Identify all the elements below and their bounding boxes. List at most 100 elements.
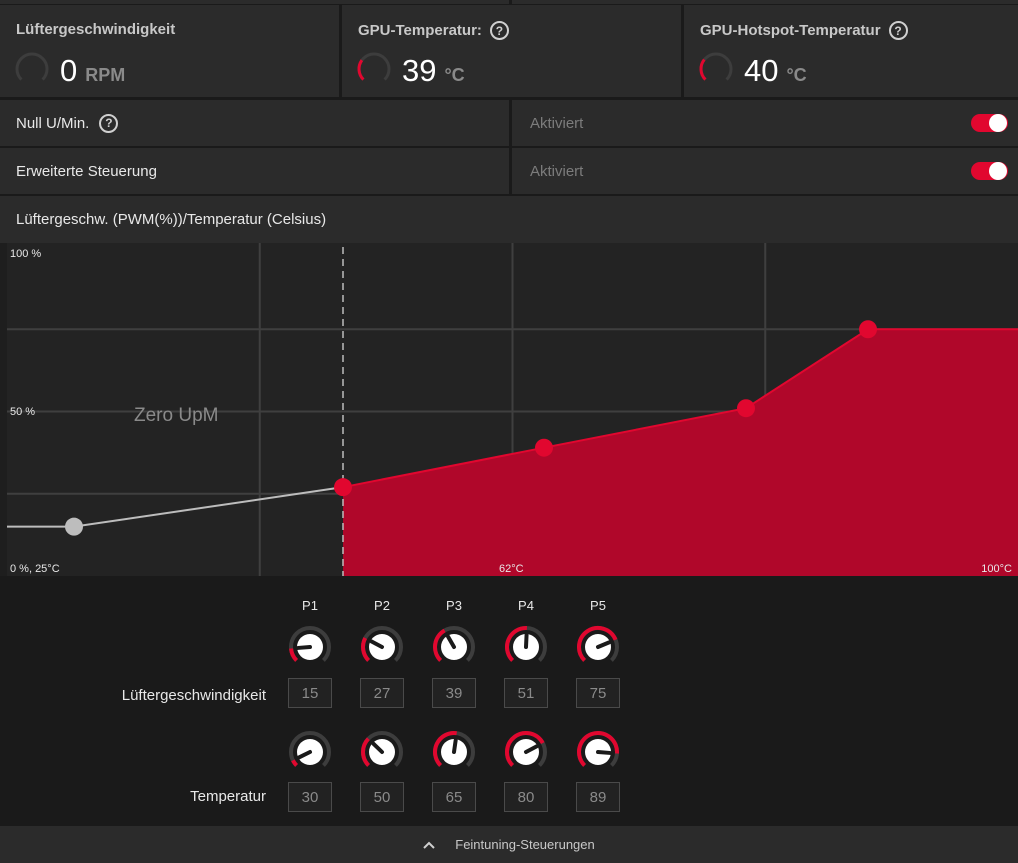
metric-gpu-temp: GPU-Temperatur:? 39 °C	[342, 5, 681, 97]
fan-speed-input-p1[interactable]: 15	[288, 678, 332, 708]
knob-fill	[433, 628, 446, 662]
point-header-p4: P4	[518, 598, 534, 613]
curve-point-2[interactable]	[535, 438, 553, 457]
gauge-icon	[15, 52, 49, 81]
footer-label: Feintuning-Steuerungen	[455, 837, 595, 852]
metric-value: 39 °C	[402, 53, 465, 88]
point-header-p2: P2	[374, 598, 390, 613]
top-strip-right	[512, 0, 1018, 4]
temperature-input-p4[interactable]: 80	[504, 782, 548, 812]
point-header-p3: P3	[446, 598, 462, 613]
fan-speed-knob-p3[interactable]	[432, 625, 476, 669]
top-strip	[0, 0, 1018, 5]
toggle-knob	[989, 114, 1007, 132]
toggle-knob	[989, 162, 1007, 180]
knob-fill	[433, 731, 457, 767]
metric-value: 0 RPM	[60, 53, 126, 88]
knob-pointer	[296, 645, 312, 650]
temperature-knob-p5[interactable]	[576, 730, 620, 774]
fine-tuning-toggle-bar[interactable]: Feintuning-Steuerungen	[0, 826, 1018, 863]
zero-rpm-toggle[interactable]	[971, 114, 1008, 132]
knob-pointer	[297, 750, 312, 760]
knob-pointer	[371, 741, 384, 754]
help-icon[interactable]: ?	[888, 21, 908, 40]
setting-label: Erweiterte Steuerung	[0, 148, 509, 194]
help-icon[interactable]: ?	[99, 113, 119, 133]
curve-points	[65, 320, 877, 536]
zero-rpm-label: Zero UpM	[134, 405, 218, 426]
knob-pointer	[596, 640, 612, 649]
knob-track	[289, 731, 331, 767]
setting-value: Aktiviert	[512, 100, 1018, 146]
y-label-top: 100 %	[10, 248, 41, 260]
fan-speed-knob-p4[interactable]	[504, 625, 548, 669]
knob-fill	[361, 637, 371, 662]
fan-speed-input-p2[interactable]: 27	[360, 678, 404, 708]
knob-pointer	[524, 744, 539, 754]
fan-speed-input-p3[interactable]: 39	[432, 678, 476, 708]
help-icon[interactable]: ?	[489, 21, 509, 40]
metrics-row: Lüftergeschwindigkeit 0 RPM GPU-Temperatu…	[0, 5, 1018, 97]
temperature-input-p2[interactable]: 50	[360, 782, 404, 812]
knob-pointer	[369, 639, 384, 649]
metric-label: Lüftergeschwindigkeit	[16, 21, 176, 38]
advanced-control-toggle[interactable]	[971, 162, 1008, 180]
temperature-input-p1[interactable]: 30	[288, 782, 332, 812]
y-label-mid: 50 %	[10, 406, 35, 418]
knob-fill	[505, 731, 545, 767]
fan-speed-knob-p2[interactable]	[360, 625, 404, 669]
curve-point-4[interactable]	[859, 320, 877, 339]
fan-speed-row-label: Lüftergeschwindigkeit	[121, 687, 266, 704]
fan-speed-knob-p1[interactable]	[288, 625, 332, 669]
knob-fill	[505, 626, 527, 662]
origin-label: 0 %, 25°C	[10, 563, 60, 575]
knob-pointer	[596, 750, 612, 755]
temperature-knob-p2[interactable]	[360, 730, 404, 774]
fan-curve-chart[interactable]: 100 % 50 % 0 %, 25°C 62°C 100°C Zero UpM	[0, 243, 1018, 576]
setting-value: Aktiviert	[512, 148, 1018, 194]
metric-label: GPU-Hotspot-Temperatur?	[700, 21, 908, 40]
knob-pointer	[452, 738, 458, 754]
knob-fill	[577, 731, 619, 767]
chevron-up-icon	[423, 841, 435, 849]
knob-fill	[361, 737, 371, 767]
gauge-fill	[357, 59, 365, 81]
inactive-point	[65, 517, 83, 536]
setting-label: Null U/Min.?	[0, 100, 509, 146]
setting-zero-rpm: Null U/Min.? Aktiviert	[0, 100, 1018, 146]
point-header-p1: P1	[302, 598, 318, 613]
x-label-mid: 62°C	[499, 563, 524, 575]
temperature-input-p5[interactable]: 89	[576, 782, 620, 812]
graph-title: Lüftergeschw. (PWM(%))/Temperatur (Celsi…	[0, 196, 1018, 243]
metric-hotspot-temp: GPU-Hotspot-Temperatur? 40 °C	[684, 5, 1018, 97]
fine-tuning-panel: Lüftergeschwindigkeit Temperatur P1 15 30 P…	[0, 576, 1018, 826]
temperature-knob-p3[interactable]	[432, 730, 476, 774]
knob-fill	[291, 759, 299, 767]
temperature-knob-p4[interactable]	[504, 730, 548, 774]
curve-point-3[interactable]	[737, 399, 755, 418]
metric-fan-speed: Lüftergeschwindigkeit 0 RPM	[0, 5, 339, 97]
knob-fill	[289, 648, 299, 662]
gauge-icon	[699, 52, 733, 81]
top-strip-left	[0, 0, 509, 4]
knob-pointer	[524, 633, 529, 649]
temperature-input-p3[interactable]: 65	[432, 782, 476, 812]
fan-speed-input-p4[interactable]: 51	[504, 678, 548, 708]
temperature-knob-p1[interactable]	[288, 730, 332, 774]
gauge-track	[15, 52, 49, 81]
setting-advanced-control: Erweiterte Steuerung Aktiviert	[0, 148, 1018, 194]
curve-area	[343, 329, 1018, 576]
point-header-p5: P5	[590, 598, 606, 613]
knob-fill	[577, 626, 618, 662]
fan-speed-input-p5[interactable]: 75	[576, 678, 620, 708]
metric-label: GPU-Temperatur:?	[358, 21, 509, 40]
gauge-icon	[357, 52, 391, 81]
gauge-fill	[699, 58, 707, 81]
curve-point-1[interactable]	[334, 478, 352, 497]
fan-speed-knob-p5[interactable]	[576, 625, 620, 669]
gauge-track	[699, 52, 733, 81]
x-label-max: 100°C	[981, 563, 1012, 575]
metric-value: 40 °C	[744, 53, 807, 88]
temperature-row-label: Temperatur	[190, 788, 266, 805]
knob-pointer	[446, 634, 456, 649]
